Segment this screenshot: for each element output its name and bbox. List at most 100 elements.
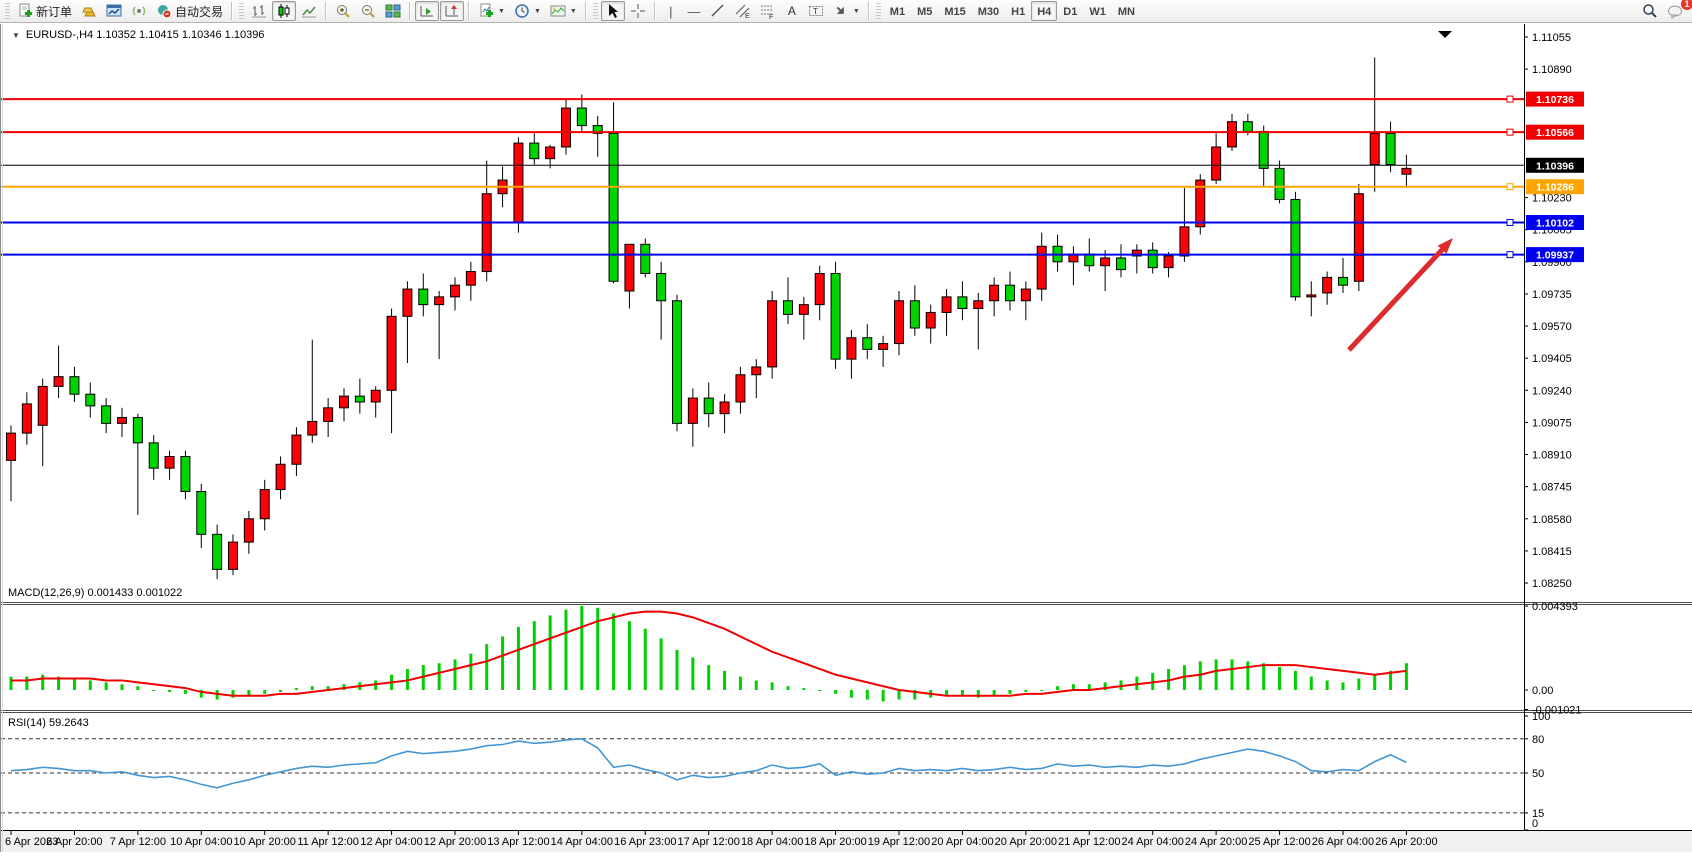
timeframe-button-MN[interactable]: MN	[1117, 6, 1135, 18]
macd-bar	[1214, 659, 1218, 690]
candle-body	[1353, 193, 1364, 282]
dropdown-caret-icon: ▼	[533, 7, 541, 15]
chart-canvas[interactable]: 1.110551.108901.102301.100651.099001.097…	[1, 24, 1692, 852]
text-label-tool-button[interactable]: T	[804, 1, 828, 21]
horizontal-line-tool-button[interactable]: —	[683, 1, 705, 21]
new-chart-button[interactable]: ▼	[474, 1, 509, 21]
toolbar-grip	[239, 3, 245, 19]
price-tick-label: 1.08415	[1532, 546, 1572, 558]
timeframe-button-M15[interactable]: M15	[944, 6, 966, 18]
macd-bar	[152, 690, 156, 691]
chart-shift-button[interactable]	[440, 1, 465, 21]
timeframe-button-H1[interactable]: H1	[1011, 6, 1026, 18]
auto-scroll-icon	[420, 6, 434, 17]
line-chart-style-button[interactable]	[297, 1, 321, 21]
notifications-button[interactable]: 1	[1663, 0, 1692, 21]
candle-body	[909, 300, 920, 329]
candlestick-style-button[interactable]	[272, 1, 297, 21]
macd-bar	[516, 626, 520, 690]
candle-body	[1258, 130, 1269, 169]
tile-windows-button[interactable]	[381, 1, 405, 21]
time-tick-label: 6 Apr 20:00	[46, 836, 102, 848]
ohlc-bars-icon	[252, 5, 267, 18]
templates-button[interactable]: ▼	[546, 1, 581, 21]
candle-body	[291, 434, 302, 465]
new-order-button[interactable]: 新订单	[13, 1, 76, 21]
fibonacci-tool-button[interactable]: F	[756, 1, 780, 21]
macd-bar	[263, 690, 267, 694]
signals-button[interactable]	[127, 1, 151, 21]
chart-window-button[interactable]	[102, 1, 126, 21]
candle-body	[434, 296, 445, 306]
trend-arrow-head[interactable]	[1437, 238, 1453, 254]
trendline-tool-button[interactable]	[706, 1, 730, 21]
arrows-tool-button[interactable]: ▼	[829, 1, 864, 21]
macd-bar	[913, 690, 917, 700]
price-badge	[1526, 179, 1584, 195]
macd-bar	[1293, 670, 1297, 690]
timeframe-button-M1[interactable]: M1	[889, 6, 906, 18]
candle-body	[354, 395, 365, 403]
svg-text:E: E	[745, 13, 750, 19]
macd-bar	[865, 690, 869, 700]
candle-body	[465, 271, 476, 286]
timeframe-button-M5[interactable]: M5	[917, 6, 933, 18]
macd-bar	[881, 690, 885, 702]
periods-button[interactable]: ▼	[510, 1, 545, 21]
quotes-button[interactable]	[77, 1, 101, 21]
macd-bar	[1278, 667, 1282, 690]
candle-body	[671, 300, 682, 424]
hline-handle[interactable]	[1506, 251, 1514, 259]
crosshair-tool-button[interactable]	[626, 1, 650, 21]
timeframe-button-M30[interactable]: M30	[977, 6, 1000, 18]
macd-layer	[9, 605, 1408, 702]
macd-bar	[818, 690, 822, 691]
hline-handle[interactable]	[1506, 219, 1514, 227]
candle-body	[259, 489, 270, 520]
macd-bar	[1404, 663, 1408, 690]
hline-handle[interactable]	[1506, 95, 1514, 103]
candle-body	[307, 420, 318, 436]
scroll-to-end-marker[interactable]	[1438, 31, 1452, 38]
cursor-tool-button[interactable]	[600, 1, 625, 21]
macd-bar	[326, 686, 330, 690]
symbol-info[interactable]: ▼ EURUSD-,H4 1.10352 1.10415 1.10346 1.1…	[11, 29, 264, 41]
zoom-out-button[interactable]	[356, 1, 380, 21]
price-tick-label: 1.08745	[1532, 482, 1572, 494]
candle-body	[513, 142, 524, 224]
macd-bar	[247, 690, 251, 696]
candle-body	[1274, 167, 1285, 201]
macd-bar	[627, 621, 631, 690]
timeframe-button-W1[interactable]: W1	[1089, 6, 1106, 18]
hline-handle[interactable]	[1506, 128, 1514, 136]
candle-body	[386, 315, 397, 391]
candle-body	[592, 125, 603, 134]
window-inner-edge	[2, 24, 3, 852]
search-button[interactable]	[1638, 1, 1662, 21]
zoom-in-button[interactable]	[331, 1, 355, 21]
candle-body	[449, 284, 460, 298]
trend-arrow-annotation[interactable]	[1347, 248, 1444, 352]
vertical-line-tool-button[interactable]: |	[660, 1, 682, 21]
macd-bar	[707, 665, 711, 690]
hline-handle[interactable]	[1506, 183, 1514, 191]
auto-trading-label: 自动交易	[175, 4, 224, 19]
chart-window: ▼ EURUSD-,H4 1.10352 1.10415 1.10346 1.1…	[0, 24, 1692, 852]
timeframe-button-H4[interactable]: H4	[1031, 1, 1058, 21]
candle-body	[1115, 257, 1126, 271]
time-tick-label: 16 Apr 23:00	[614, 836, 676, 848]
auto-scroll-button[interactable]	[415, 1, 440, 21]
crosshair-icon	[630, 4, 645, 18]
text-tool-button[interactable]: A	[781, 1, 803, 21]
macd-bar	[659, 638, 663, 690]
equidistant-channel-tool-button[interactable]: E	[731, 1, 755, 21]
macd-tick-label: 0.00	[1532, 685, 1553, 697]
bar-chart-style-button[interactable]	[247, 1, 271, 21]
time-tick-label: 10 Apr 04:00	[170, 836, 232, 848]
auto-trading-button[interactable]: 自动交易	[152, 1, 227, 21]
price-tick-label: 1.10890	[1532, 64, 1572, 76]
chat-bubble-icon	[1668, 5, 1682, 19]
price-badge-label: 1.10286	[1536, 182, 1574, 194]
candle-body	[164, 455, 175, 469]
timeframe-button-D1[interactable]: D1	[1063, 6, 1078, 18]
